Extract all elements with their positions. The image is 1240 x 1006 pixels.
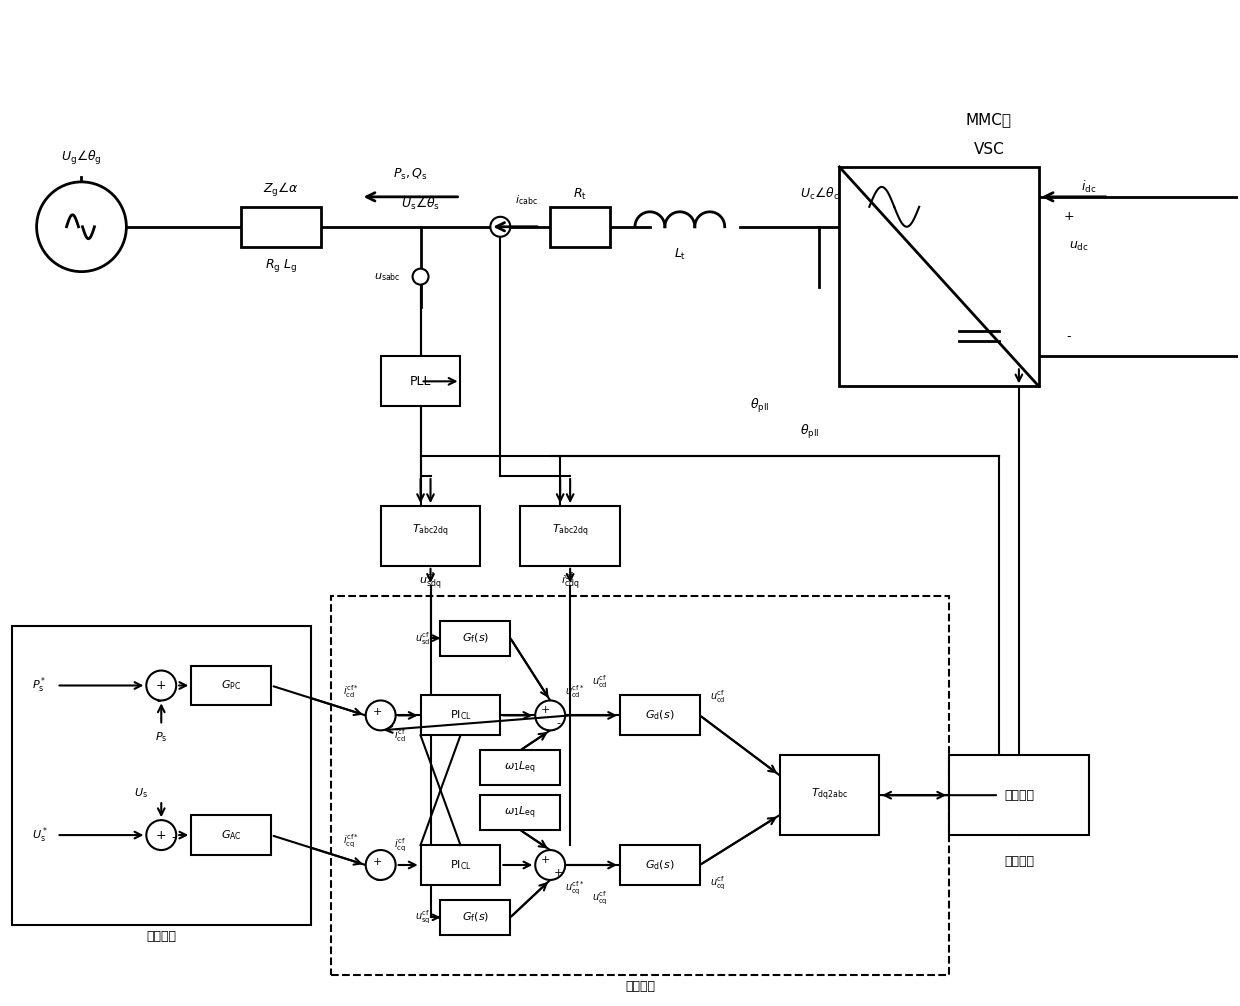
Text: $U_{\rm g}\angle\theta_{\rm g}$: $U_{\rm g}\angle\theta_{\rm g}$ (61, 149, 102, 167)
Text: $u_{\rm sq}^{\rm cf}$: $u_{\rm sq}^{\rm cf}$ (415, 908, 430, 927)
Text: -: - (376, 725, 379, 735)
Bar (381, 506, 480, 565)
Text: $R_{\rm t}$: $R_{\rm t}$ (573, 187, 587, 202)
Text: $G_{\rm d}(s)$: $G_{\rm d}(s)$ (645, 858, 675, 872)
Text: $i_{\rm cq}^{\rm cf}$: $i_{\rm cq}^{\rm cf}$ (393, 836, 405, 854)
Text: $P_{\rm s},Q_{\rm s}$: $P_{\rm s},Q_{\rm s}$ (393, 167, 428, 182)
Bar (420, 845, 500, 885)
Text: $G_{\rm AC}$: $G_{\rm AC}$ (221, 828, 242, 842)
Bar (191, 666, 272, 705)
Bar (420, 695, 500, 735)
Circle shape (490, 216, 511, 236)
Text: -: - (156, 695, 160, 708)
Bar (331, 596, 949, 975)
Text: +: + (373, 707, 382, 717)
Text: $u_{\rm cd}^{\rm cf}$: $u_{\rm cd}^{\rm cf}$ (593, 674, 608, 690)
Text: 调制过程: 调制过程 (1004, 789, 1034, 802)
Text: $\omega_1 L_{\rm eq}$: $\omega_1 L_{\rm eq}$ (505, 805, 536, 821)
Text: -: - (376, 875, 379, 885)
Circle shape (146, 671, 176, 700)
Text: $G_{\rm f}(s)$: $G_{\rm f}(s)$ (461, 632, 489, 645)
Text: 外环控制: 外环控制 (146, 930, 176, 943)
Bar (521, 506, 620, 565)
Bar (949, 756, 1089, 835)
Text: $T_{\rm dq2abc}$: $T_{\rm dq2abc}$ (811, 787, 848, 804)
Text: +: + (541, 705, 549, 715)
Text: $i_{\rm cdq}^{\rm cf}$: $i_{\rm cdq}^{\rm cf}$ (560, 570, 579, 593)
Text: +: + (373, 857, 382, 867)
Text: $T_{\rm abc2dq}$: $T_{\rm abc2dq}$ (552, 523, 589, 539)
Text: $\rm PI_{CL}$: $\rm PI_{CL}$ (450, 858, 471, 872)
Text: -: - (171, 831, 176, 844)
Text: $u_{\rm sdq}^{\rm cf}$: $u_{\rm sdq}^{\rm cf}$ (419, 570, 441, 593)
Bar (440, 621, 511, 656)
Text: +: + (541, 855, 549, 865)
Text: +: + (1064, 210, 1074, 223)
Circle shape (146, 820, 176, 850)
Text: $P_{\rm s}$: $P_{\rm s}$ (155, 730, 167, 744)
Text: 内环控制: 内环控制 (625, 980, 655, 993)
Text: $U_{\rm s}^*$: $U_{\rm s}^*$ (32, 825, 47, 845)
Text: $\rm PI_{CL}$: $\rm PI_{CL}$ (450, 708, 471, 722)
Text: $P_{\rm s}^*$: $P_{\rm s}^*$ (32, 676, 46, 695)
Bar (620, 695, 699, 735)
Circle shape (536, 700, 565, 730)
Text: $u_{\rm cq}^{\rm cf*}$: $u_{\rm cq}^{\rm cf*}$ (565, 880, 584, 897)
Bar (551, 207, 610, 246)
Text: $\omega_1 L_{\rm eq}$: $\omega_1 L_{\rm eq}$ (505, 760, 536, 776)
Bar (241, 207, 321, 246)
Bar (480, 795, 560, 830)
Text: $i_{\rm cq}^{\rm cf*}$: $i_{\rm cq}^{\rm cf*}$ (342, 833, 358, 850)
Text: $U_{\rm c}\angle\theta_{\rm c}$: $U_{\rm c}\angle\theta_{\rm c}$ (800, 186, 839, 202)
Text: $u_{\rm cq}^{\rm cf}$: $u_{\rm cq}^{\rm cf}$ (709, 875, 725, 892)
Circle shape (366, 850, 396, 880)
Text: $u_{\rm cd}^{\rm cf}$: $u_{\rm cd}^{\rm cf}$ (709, 689, 725, 705)
Text: $G_{\rm d}(s)$: $G_{\rm d}(s)$ (645, 708, 675, 722)
Text: $u_{\rm sabc}$: $u_{\rm sabc}$ (374, 271, 401, 283)
Text: $R_{\rm g}\ L_{\rm g}$: $R_{\rm g}\ L_{\rm g}$ (264, 257, 298, 274)
Circle shape (37, 182, 126, 272)
Text: $\theta_{\rm pll}$: $\theta_{\rm pll}$ (750, 397, 769, 415)
Text: $L_{\rm t}$: $L_{\rm t}$ (673, 246, 686, 262)
Text: $U_{\rm s}\angle\theta_{\rm s}$: $U_{\rm s}\angle\theta_{\rm s}$ (401, 196, 440, 212)
Text: $i_{\rm dc}$: $i_{\rm dc}$ (1081, 179, 1096, 195)
Circle shape (413, 269, 429, 285)
Text: $Z_{\rm g}\angle\alpha$: $Z_{\rm g}\angle\alpha$ (263, 181, 299, 199)
Text: MMC型: MMC型 (966, 112, 1012, 127)
Text: -: - (557, 718, 560, 728)
Text: $i_{\rm cd}^{\rm cf*}$: $i_{\rm cd}^{\rm cf*}$ (342, 684, 358, 700)
Text: $u_{\rm cd}^{\rm cf*}$: $u_{\rm cd}^{\rm cf*}$ (565, 684, 584, 700)
Circle shape (366, 700, 396, 730)
Bar (480, 750, 560, 786)
Circle shape (536, 850, 565, 880)
Text: $i_{\rm cabc}$: $i_{\rm cabc}$ (516, 193, 538, 207)
Text: +: + (156, 829, 166, 842)
Text: $G_{\rm PC}$: $G_{\rm PC}$ (221, 679, 242, 692)
Bar (381, 356, 460, 406)
Bar (780, 756, 879, 835)
Text: $u_{\rm cq}^{\rm cf}$: $u_{\rm cq}^{\rm cf}$ (593, 890, 608, 907)
Text: $U_{\rm s}$: $U_{\rm s}$ (134, 787, 149, 800)
Text: $u_{\rm dc}$: $u_{\rm dc}$ (1069, 240, 1089, 254)
Text: $u_{\rm sd}^{\rm cf}$: $u_{\rm sd}^{\rm cf}$ (415, 630, 430, 647)
Bar (11, 626, 311, 925)
Text: +: + (553, 868, 563, 878)
Bar (839, 167, 1039, 386)
Bar (620, 845, 699, 885)
Text: 触发信号: 触发信号 (1004, 855, 1034, 868)
Text: $T_{\rm abc2dq}$: $T_{\rm abc2dq}$ (412, 523, 449, 539)
Text: VSC: VSC (973, 142, 1004, 157)
Text: $G_{\rm f}(s)$: $G_{\rm f}(s)$ (461, 910, 489, 925)
Text: $\theta_{\rm pll}$: $\theta_{\rm pll}$ (800, 424, 818, 442)
Text: +: + (156, 679, 166, 692)
Bar (440, 900, 511, 935)
Text: -: - (1066, 330, 1071, 343)
Text: PLL: PLL (409, 375, 432, 388)
Bar (191, 815, 272, 855)
Text: $i_{\rm cd}^{\rm cf}$: $i_{\rm cd}^{\rm cf}$ (393, 727, 405, 743)
